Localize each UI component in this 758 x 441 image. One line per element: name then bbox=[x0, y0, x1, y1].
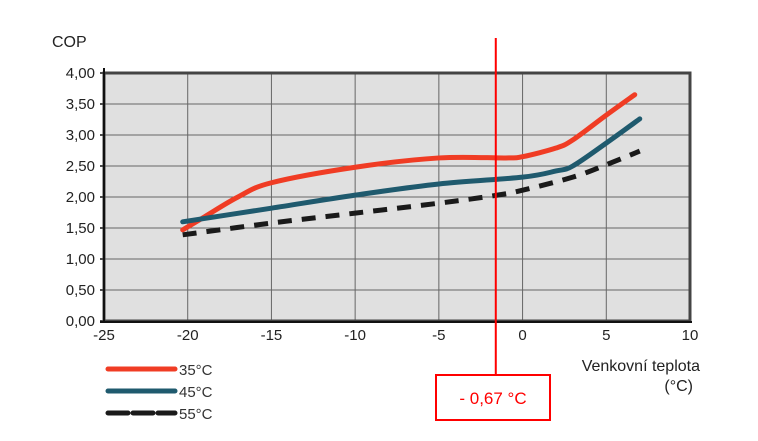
marker-label: - 0,67 °C bbox=[459, 389, 526, 408]
legend-label: 55°C bbox=[179, 406, 213, 423]
x-tick-label: -20 bbox=[177, 327, 199, 344]
legend-label: 35°C bbox=[179, 362, 213, 379]
series-line-45c bbox=[180, 116, 643, 225]
x-axis-label: Venkovní teplota bbox=[582, 358, 700, 375]
y-tick-label: 3,50 bbox=[66, 96, 95, 113]
y-tick-label: 4,00 bbox=[66, 65, 95, 82]
series-line-55c bbox=[182, 148, 641, 238]
y-tick-label: 3,00 bbox=[66, 127, 95, 144]
x-tick-label: -15 bbox=[261, 327, 283, 344]
y-tick-label: 0,00 bbox=[66, 313, 95, 330]
y-tick-label: 2,50 bbox=[66, 158, 95, 175]
y-tick-label: 1,50 bbox=[66, 220, 95, 237]
y-axis-label: COP bbox=[52, 34, 87, 51]
legend-label: 45°C bbox=[179, 384, 213, 401]
y-tick-label: 2,00 bbox=[66, 189, 95, 206]
y-tick-label: 1,00 bbox=[66, 251, 95, 268]
x-tick-label: -5 bbox=[432, 327, 445, 344]
marker-label-box bbox=[435, 374, 551, 421]
x-tick-label: 0 bbox=[518, 327, 526, 344]
y-tick-label: 0,50 bbox=[66, 282, 95, 299]
x-tick-label: -25 bbox=[93, 327, 115, 344]
x-tick-label: 5 bbox=[602, 327, 610, 344]
x-axis-unit: (°C) bbox=[664, 378, 693, 395]
legend: 35°C 45°C 55°C bbox=[105, 362, 213, 423]
x-tick-label: 10 bbox=[682, 327, 699, 344]
x-tick-label: -10 bbox=[344, 327, 366, 344]
series-line-35c bbox=[180, 92, 638, 233]
